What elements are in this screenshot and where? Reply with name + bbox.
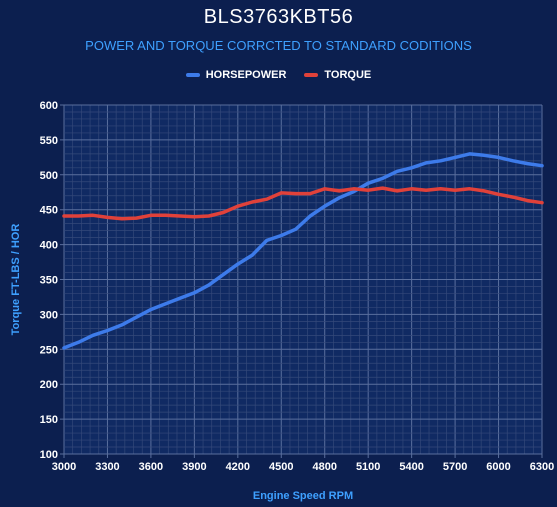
legend-swatch-torque bbox=[304, 73, 319, 77]
series-lines bbox=[62, 152, 544, 350]
y-tick-label: 400 bbox=[40, 240, 58, 252]
x-tick-label: 6000 bbox=[486, 461, 510, 473]
x-tick-label: 3000 bbox=[52, 461, 76, 473]
y-tick-label: 300 bbox=[40, 309, 58, 321]
x-tick-label: 3300 bbox=[95, 461, 119, 473]
legend-swatch-horsepower bbox=[185, 73, 200, 77]
legend-label-torque: TORQUE bbox=[324, 69, 372, 81]
x-tick-label: 4200 bbox=[226, 461, 250, 473]
y-tick-label: 150 bbox=[40, 414, 58, 426]
x-tick-label: 3900 bbox=[182, 461, 206, 473]
y-tick-label: 200 bbox=[40, 379, 58, 391]
x-tick-label: 5700 bbox=[443, 461, 467, 473]
y-tick-label: 600 bbox=[40, 100, 58, 112]
chart-title: BLS3763KBT56 bbox=[203, 6, 354, 28]
y-tick-label: 350 bbox=[40, 275, 58, 287]
x-axis-ticks: 3000 3300 3600 3900 4200 4500 4800 5100 5400 5700… bbox=[52, 461, 554, 473]
legend-item-torque[interactable]: TORQUE bbox=[304, 69, 371, 81]
y-tick-label: 100 bbox=[40, 449, 58, 461]
x-tick-label: 6300 bbox=[530, 461, 554, 473]
series-line-horsepower bbox=[62, 152, 544, 350]
x-tick-label: 5400 bbox=[399, 461, 423, 473]
y-axis-title: Torque FT-LBS / HOR bbox=[10, 224, 22, 336]
x-axis-title: Engine Speed RPM bbox=[253, 490, 353, 502]
y-tick-label: 250 bbox=[40, 344, 58, 356]
x-tick-label: 3600 bbox=[139, 461, 163, 473]
legend: HORSEPOWER TORQUE bbox=[0, 69, 557, 81]
legend-label-horsepower: HORSEPOWER bbox=[205, 69, 287, 81]
y-axis-ticks: 600 550 500 450 400 350 300 250 200 150 100 bbox=[40, 100, 58, 461]
x-tick-label: 5100 bbox=[356, 461, 380, 473]
y-tick-label: 500 bbox=[40, 170, 58, 182]
chart-subtitle: POWER AND TORQUE CORRCTED TO STANDARD CO… bbox=[85, 38, 472, 53]
y-tick-label: 450 bbox=[40, 205, 58, 217]
series-line-torque bbox=[62, 186, 544, 221]
grid bbox=[60, 104, 543, 458]
legend-item-horsepower[interactable]: HORSEPOWER bbox=[185, 69, 287, 81]
x-tick-label: 4500 bbox=[269, 461, 293, 473]
y-tick-label: 550 bbox=[40, 135, 58, 147]
x-tick-label: 4800 bbox=[312, 461, 336, 473]
